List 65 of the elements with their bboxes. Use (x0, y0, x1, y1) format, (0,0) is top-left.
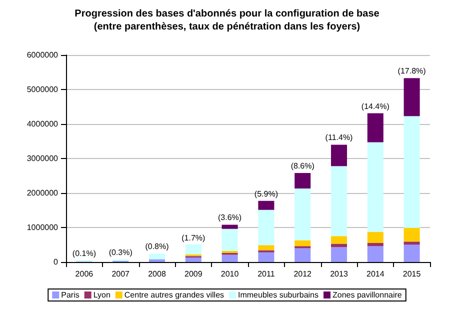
bar (404, 242, 420, 245)
legend-label: Immeubles suburbains (238, 290, 318, 300)
annotation: (0.8%) (145, 242, 170, 252)
bar (258, 210, 274, 246)
x-tick-label: 2008 (148, 270, 166, 278)
bar (330, 247, 348, 262)
y-tick-label: 0 (54, 258, 59, 266)
bar (185, 258, 202, 262)
annotation: (17.8%) (398, 66, 426, 76)
annotation: (1.7%) (182, 233, 206, 242)
bar (330, 166, 348, 236)
bar (258, 200, 274, 210)
x-tick-label: 2010 (220, 270, 240, 278)
bar (330, 244, 348, 248)
y-tick-label: 4000000 (26, 120, 59, 128)
bar (404, 228, 420, 242)
bar (367, 113, 384, 142)
bar (148, 259, 166, 262)
chart-subtitle: (entre parenthèses, taux de pénétration dans les foyers) (94, 22, 360, 32)
bar (294, 248, 311, 262)
bar (258, 245, 274, 250)
bar (367, 246, 384, 262)
y-tick-label: 2000000 (26, 188, 59, 198)
bar (367, 232, 384, 244)
x-tick-label: 2015 (402, 270, 422, 278)
y-tick-label: 3000000 (26, 154, 59, 163)
y-tick-label: 6000000 (26, 50, 59, 60)
bar (404, 78, 420, 116)
y-tick-label: 5000000 (26, 85, 59, 94)
bar (404, 244, 420, 262)
x-tick-label: 2013 (330, 270, 348, 278)
legend-label: Zones pavillonnaire (332, 290, 402, 300)
bar (148, 254, 166, 260)
legend-label: Lyon (93, 290, 110, 300)
bar (222, 254, 238, 262)
bar (222, 228, 238, 251)
bar (294, 240, 311, 246)
annotation: (0.1%) (72, 249, 96, 258)
bar (404, 116, 420, 228)
x-tick-label: 2007 (112, 270, 130, 278)
x-tick-label: 2006 (75, 270, 94, 278)
bar (222, 224, 238, 229)
legend-label: Paris (61, 290, 80, 300)
bar (367, 243, 384, 246)
annotation: (5.9%) (254, 189, 278, 198)
bar (330, 144, 348, 166)
x-tick-label: 2009 (184, 270, 203, 278)
annotation: (11.4%) (325, 133, 354, 142)
y-tick-label: 1000000 (26, 223, 59, 232)
annotation: (14.4%) (361, 102, 390, 111)
bar (367, 142, 384, 232)
x-tick-label: 2011 (258, 270, 276, 278)
x-tick-label: 2014 (366, 270, 385, 278)
bar (330, 236, 348, 244)
chart-title: Progression des bases d'abonnés pour la configuration de base (74, 8, 380, 20)
bar (222, 250, 238, 254)
bar (294, 172, 311, 189)
annotation: (0.3%) (108, 248, 133, 258)
annotation: (3.6%) (218, 213, 242, 222)
bar (258, 252, 274, 262)
x-tick-label: 2012 (294, 270, 312, 278)
bar (294, 188, 311, 240)
bar (185, 244, 202, 254)
annotation: (8.6%) (290, 161, 315, 170)
legend-label: Centre autres grandes villes (124, 290, 224, 300)
